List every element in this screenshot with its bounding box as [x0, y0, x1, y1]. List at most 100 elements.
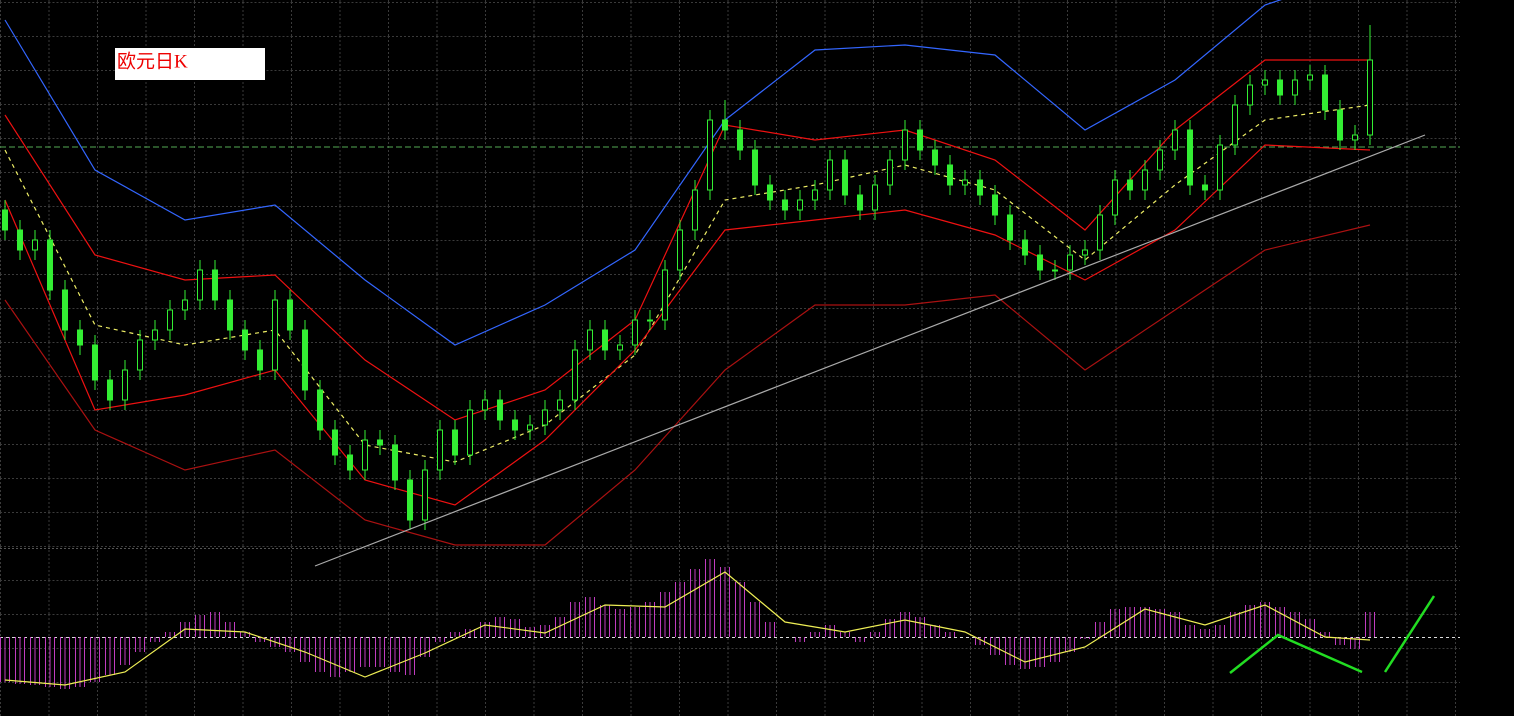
- band-line: [4, 0, 1282, 346]
- candle-body: [377, 439, 383, 446]
- candle-body: [1277, 79, 1283, 96]
- divergence-mark: [1229, 633, 1363, 674]
- candle-body: [287, 299, 293, 331]
- price-panel: [2, 0, 1373, 546]
- candle-body: [362, 439, 368, 471]
- candle-body: [752, 149, 758, 186]
- candle-body: [467, 409, 473, 456]
- candle-body: [272, 299, 278, 371]
- candle-body: [257, 349, 263, 371]
- candle-body: [497, 399, 503, 421]
- candle-body: [62, 289, 68, 331]
- candle-body: [317, 389, 323, 431]
- candle-body: [437, 429, 443, 471]
- candle-body: [92, 344, 98, 381]
- band-line: [4, 144, 1371, 506]
- candle-body: [662, 269, 668, 321]
- candle-body: [227, 299, 233, 331]
- candle-body: [152, 329, 158, 341]
- candle-body: [1022, 239, 1028, 256]
- candle-body: [1142, 169, 1148, 191]
- candle-body: [2, 209, 8, 231]
- candle-body: [902, 129, 908, 161]
- candle-body: [1352, 134, 1358, 141]
- candle-body: [1172, 129, 1178, 151]
- candle-body: [392, 444, 398, 481]
- candle-body: [527, 424, 533, 431]
- candle-body: [212, 269, 218, 301]
- candle-body: [782, 199, 788, 211]
- candle-body: [332, 429, 338, 456]
- candle-body: [872, 184, 878, 211]
- candle-body: [1262, 79, 1268, 86]
- candle-body: [17, 229, 23, 251]
- candle-body: [107, 379, 113, 401]
- candle-body: [32, 239, 38, 251]
- candle-body: [422, 469, 428, 521]
- candle-body: [947, 164, 953, 186]
- candle-body: [647, 319, 653, 322]
- candle-body: [812, 189, 818, 201]
- candle-body: [452, 429, 458, 456]
- candle-body: [77, 329, 83, 346]
- candle-body: [797, 199, 803, 211]
- candle-body: [932, 149, 938, 166]
- candle-body: [962, 179, 968, 186]
- band-line: [4, 224, 1371, 546]
- candle-body: [407, 479, 413, 521]
- candle-body: [542, 409, 548, 426]
- candle-body: [1007, 214, 1013, 241]
- candle-body: [347, 454, 353, 471]
- candle-body: [302, 329, 308, 391]
- candle-body: [1052, 269, 1058, 272]
- candle-body: [1307, 74, 1313, 81]
- candle-body: [1202, 184, 1208, 191]
- candle-body: [827, 159, 833, 191]
- candle-body: [602, 329, 608, 351]
- candle-body: [167, 309, 173, 331]
- candle-body: [1067, 254, 1073, 271]
- candle-body: [737, 129, 743, 151]
- candle-body: [1247, 84, 1253, 106]
- label-box: [115, 48, 265, 80]
- candle-body: [182, 299, 188, 311]
- candle-body: [1292, 79, 1298, 96]
- candle-body: [47, 239, 53, 291]
- candle-body: [557, 399, 563, 411]
- candle-body: [767, 184, 773, 201]
- candle-body: [1322, 74, 1328, 111]
- band-line: [4, 104, 1371, 463]
- candle-body: [917, 129, 923, 151]
- candle-body: [707, 119, 713, 191]
- candle-body: [692, 189, 698, 231]
- candle-body: [1037, 254, 1043, 271]
- candle-body: [1082, 249, 1088, 256]
- signal-line: [4, 571, 1371, 686]
- candle-body: [1112, 179, 1118, 216]
- candle-body: [1097, 214, 1103, 251]
- candle-body: [1127, 179, 1133, 191]
- candle-body: [1157, 149, 1163, 171]
- candle-body: [632, 319, 638, 346]
- divergence-mark: [1383, 595, 1436, 673]
- candle-body: [887, 159, 893, 186]
- candle-body: [1187, 129, 1193, 186]
- candle-body: [857, 194, 863, 211]
- candle-body: [137, 339, 143, 371]
- chart-label: 欧元日K: [117, 50, 188, 72]
- candle-body: [1232, 104, 1238, 146]
- candle-body: [617, 344, 623, 351]
- candle-body: [1337, 109, 1343, 141]
- candle-body: [1217, 144, 1223, 191]
- candle-body: [992, 194, 998, 216]
- candle-body: [842, 159, 848, 196]
- candle-body: [977, 179, 983, 196]
- candle-body: [242, 329, 248, 351]
- candle-body: [572, 349, 578, 401]
- candle-body: [512, 419, 518, 431]
- candle-body: [587, 329, 593, 351]
- candle-body: [722, 119, 728, 131]
- price-grid: [0, 0, 1460, 548]
- candle-body: [482, 399, 488, 411]
